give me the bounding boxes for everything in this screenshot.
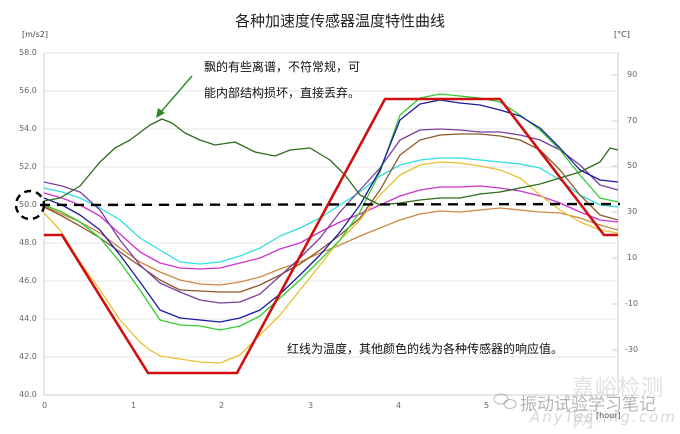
annotation-drift-note: 飘的有些离谱，不符常规，可 能内部结构损坏，直接丢弃。 — [204, 54, 360, 106]
left-tick: 54.0 — [19, 124, 37, 133]
chart-title: 各种加速度传感器温度特性曲线 — [234, 12, 445, 30]
x-axis-unit: [hour] — [596, 411, 621, 420]
left-axis-unit: [m/s2] — [22, 30, 48, 39]
series-cyan — [43, 157, 619, 265]
x-tick: 2 — [219, 401, 225, 410]
left-tick: 42.0 — [19, 352, 37, 361]
annotation-line-1: 飘的有些离谱，不符常规，可 — [204, 60, 361, 74]
left-tick: 56.0 — [19, 86, 37, 95]
left-tick: 46.0 — [19, 276, 37, 285]
series-yellow — [43, 161, 619, 364]
x-tick: 1 — [131, 401, 137, 410]
series-magenta — [43, 185, 619, 270]
annotation-legend-note: 红线为温度，其他颜色的线为各种传感器的响应值。 — [287, 342, 564, 356]
series-brown — [43, 133, 619, 293]
right-tick: 30 — [627, 207, 638, 216]
left-tick: 50.0 — [19, 200, 37, 209]
left-tick: 52.0 — [19, 162, 37, 171]
right-tick: 90 — [627, 70, 638, 79]
series-purple — [43, 128, 619, 304]
right-tick: -10 — [625, 299, 639, 308]
x-tick: 4 — [396, 401, 402, 410]
annotation-arrow — [159, 75, 193, 114]
series-blue — [43, 99, 619, 323]
watermark-wechat: 振动试验学习笔记 — [520, 395, 656, 415]
left-tick: 58.0 — [19, 48, 37, 57]
series-orange-brown — [43, 205, 619, 286]
right-tick: -30 — [625, 345, 639, 354]
watermark-url: AnyTesting.com — [530, 408, 677, 426]
highlight-circle — [14, 189, 46, 221]
x-tick: 5 — [484, 401, 490, 410]
right-axis-unit: [°C] — [614, 30, 630, 39]
right-tick: 10 — [627, 253, 638, 262]
series-dark-green — [43, 118, 619, 206]
right-tick: 50 — [627, 161, 638, 170]
left-tick: 44.0 — [19, 314, 37, 323]
reference-line-50 — [39, 202, 621, 207]
annotation-line-2: 能内部结构损坏，直接丢弃。 — [204, 86, 361, 100]
x-tick: 0 — [42, 401, 48, 410]
right-tick: 70 — [627, 116, 638, 125]
watermark-site: 嘉峪检测网 — [572, 376, 665, 433]
x-tick: 3 — [308, 401, 314, 410]
wechat-icon — [493, 393, 517, 409]
series-temperature — [44, 97, 618, 375]
left-tick: 40.0 — [19, 390, 37, 399]
left-tick: 48.0 — [19, 238, 37, 247]
